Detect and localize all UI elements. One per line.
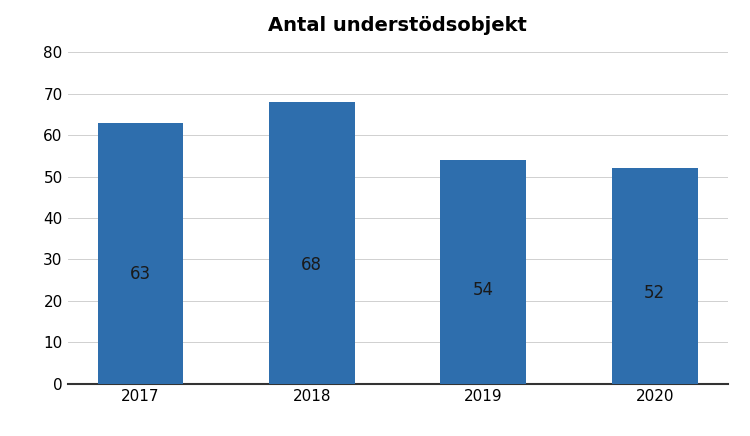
Text: 63: 63 (130, 265, 151, 283)
Title: Antal understödsobjekt: Antal understödsobjekt (268, 17, 527, 35)
Text: 68: 68 (302, 256, 322, 274)
Bar (98, 123, 183, 384)
Text: 54: 54 (472, 281, 494, 299)
Text: 52: 52 (644, 284, 665, 302)
Bar (269, 102, 355, 384)
Bar (612, 168, 698, 384)
Bar (440, 160, 526, 384)
